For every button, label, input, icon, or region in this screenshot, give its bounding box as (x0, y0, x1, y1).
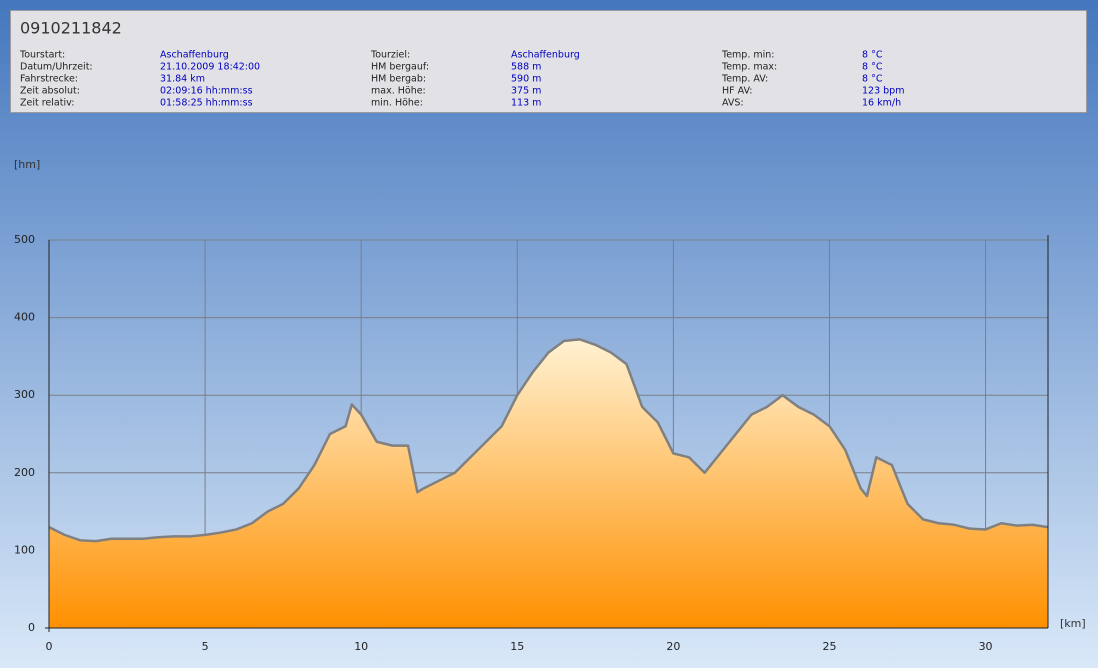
info-label: HF AV: (722, 86, 752, 97)
y-tick-label: 400 (14, 311, 35, 324)
info-label: Tourziel: (370, 50, 410, 61)
info-value: 16 km/h (862, 98, 901, 109)
area-fill (49, 339, 1048, 628)
info-label: max. Höhe: (371, 86, 426, 97)
info-value: 8 °C (862, 74, 883, 85)
info-label: Temp. max: (721, 62, 777, 73)
y-tick-label: 100 (14, 543, 35, 556)
info-label: Fahrstrecke: (20, 74, 78, 85)
info-label: HM bergauf: (371, 62, 429, 73)
y-tick-label: 0 (28, 621, 35, 634)
y-axis-label: [hm] (14, 158, 40, 171)
y-tick-label: 200 (14, 466, 35, 479)
info-value: 31.84 km (160, 74, 205, 85)
info-label: AVS: (722, 98, 744, 109)
x-tick-label: 30 (979, 640, 993, 653)
x-tick-label: 10 (354, 640, 368, 653)
info-value: 588 m (511, 62, 541, 73)
x-tick-label: 0 (46, 640, 53, 653)
y-tick-label: 300 (14, 388, 35, 401)
elevation-line (48, 338, 1049, 543)
x-tick-label: 25 (822, 640, 836, 653)
info-label: Datum/Uhrzeit: (20, 62, 93, 73)
info-value: 113 m (511, 98, 541, 109)
x-axis-label: [km] (1060, 617, 1086, 630)
info-value: 21.10.2009 18:42:00 (160, 62, 260, 73)
info-value: 375 m (511, 86, 541, 97)
info-label: Tourstart: (19, 50, 65, 61)
info-value: Aschaffenburg (160, 50, 229, 61)
info-value: 8 °C (862, 50, 883, 61)
info-value: 01:58:25 hh:mm:ss (160, 98, 253, 109)
info-label: Zeit absolut: (20, 86, 80, 97)
x-tick-label: 5 (202, 640, 209, 653)
info-label: Temp. AV: (721, 74, 768, 85)
y-tick-label: 500 (14, 233, 35, 246)
info-label: HM bergab: (371, 74, 426, 85)
info-value: 590 m (511, 74, 541, 85)
tour-title: 0910211842 (20, 19, 122, 38)
info-value: 02:09:16 hh:mm:ss (160, 86, 253, 97)
x-tick-label: 15 (510, 640, 524, 653)
info-value: 8 °C (862, 62, 883, 73)
info-label: Temp. min: (721, 50, 774, 61)
info-label: min. Höhe: (371, 98, 423, 109)
x-tick-label: 20 (666, 640, 680, 653)
info-value: Aschaffenburg (511, 50, 580, 61)
info-value: 123 bpm (862, 86, 904, 97)
info-label: Zeit relativ: (20, 98, 74, 109)
info-panel (10, 10, 1087, 113)
